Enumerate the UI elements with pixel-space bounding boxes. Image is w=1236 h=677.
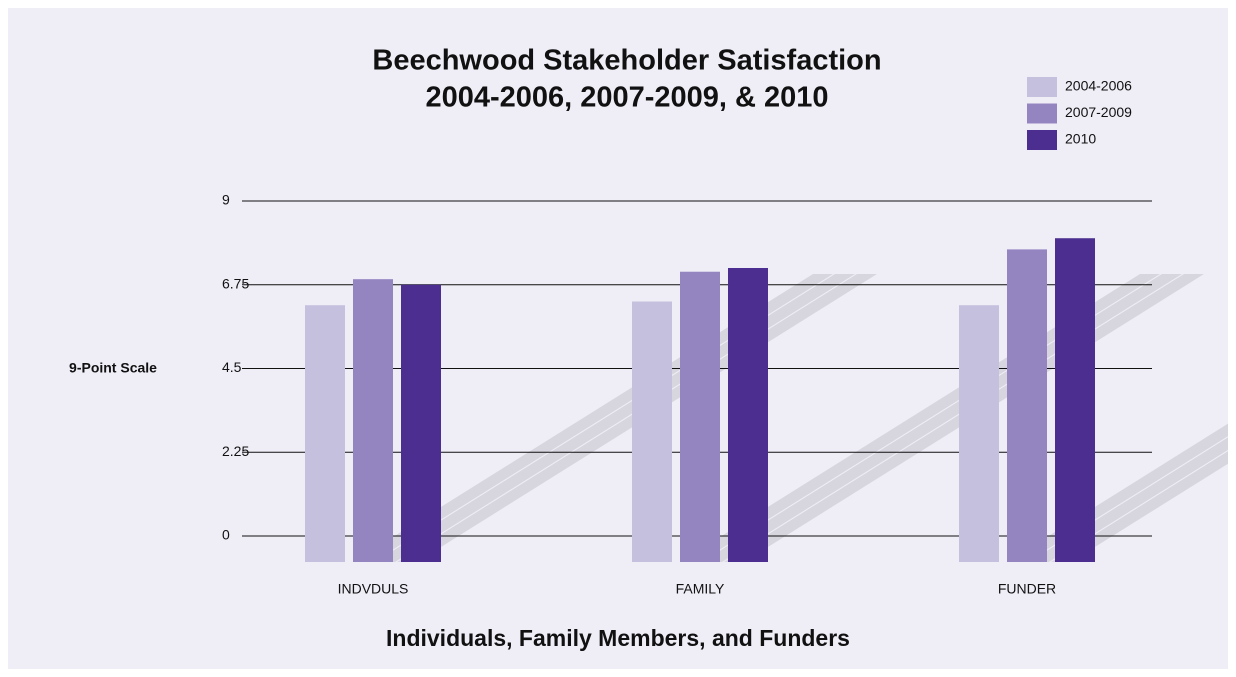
bar	[305, 305, 345, 562]
x-tick-label: FAMILY	[676, 581, 725, 597]
legend-label: 2010	[1065, 131, 1096, 147]
bar	[1007, 249, 1047, 562]
legend-swatch	[1027, 130, 1057, 150]
chart-title: Beechwood Stakeholder Satisfaction	[372, 45, 881, 77]
y-axis-label: 9-Point Scale	[69, 360, 157, 376]
legend-label: 2007-2009	[1065, 104, 1132, 120]
chart-subtitle: 2004-2006, 2007-2009, & 2010	[425, 82, 828, 114]
y-tick-label: 4.5	[222, 359, 242, 375]
x-axis-label: Individuals, Family Members, and Funders	[386, 625, 850, 651]
bar	[728, 268, 768, 562]
bar	[632, 301, 672, 562]
bar	[1055, 238, 1095, 562]
legend-label: 2004-2006	[1065, 78, 1132, 94]
x-tick-label: INDVDULS	[338, 581, 409, 597]
bar	[959, 305, 999, 562]
y-tick-label: 2.25	[222, 443, 249, 459]
bar	[353, 279, 393, 562]
bar	[680, 271, 720, 562]
y-tick-label: 0	[222, 527, 230, 543]
legend-swatch	[1027, 103, 1057, 124]
legend-swatch	[1027, 77, 1057, 97]
shadow	[1051, 451, 1228, 562]
y-tick-label: 9	[222, 192, 230, 208]
y-tick-label: 6.75	[222, 275, 249, 291]
bar	[401, 284, 441, 562]
x-tick-label: FUNDER	[998, 581, 1056, 597]
